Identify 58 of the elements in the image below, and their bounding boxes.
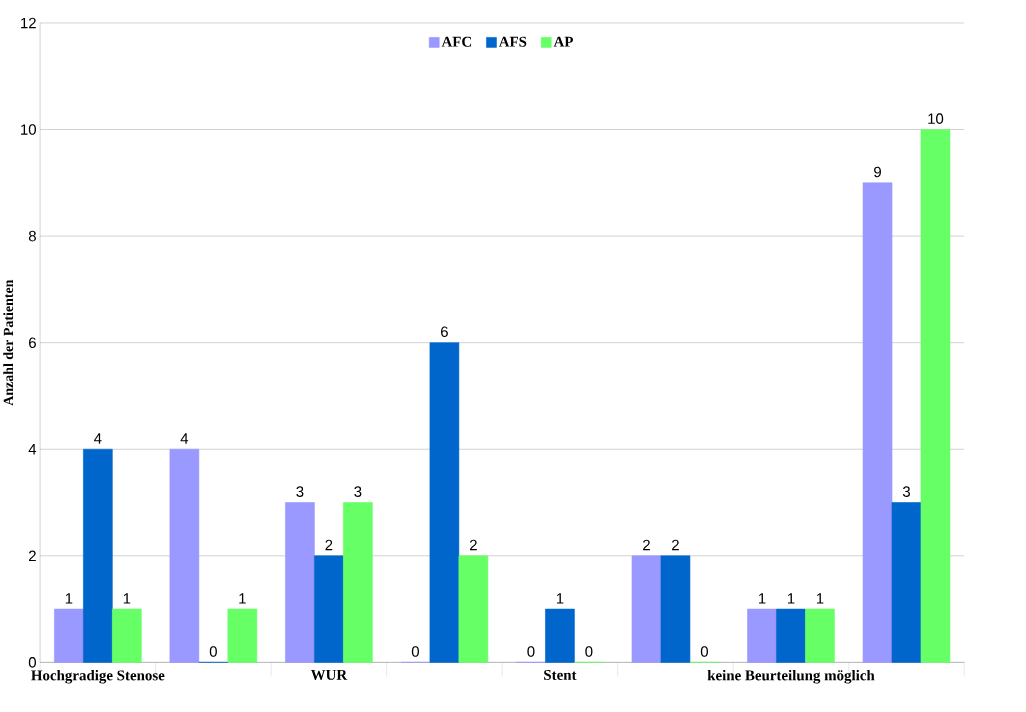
y-tick-label: 6 bbox=[29, 337, 36, 348]
legend-label: AFC bbox=[441, 36, 472, 47]
data-label: 4 bbox=[180, 433, 189, 444]
data-label: 0 bbox=[700, 646, 708, 657]
data-label: 1 bbox=[758, 593, 766, 604]
legend-label: AFS bbox=[498, 36, 527, 47]
bar bbox=[776, 608, 806, 663]
y-axis-title: Anzahl der Patienten bbox=[3, 279, 14, 406]
data-label: 3 bbox=[902, 486, 910, 497]
data-label: 2 bbox=[469, 539, 477, 551]
y-tick-label: 10 bbox=[21, 124, 36, 135]
bar bbox=[285, 502, 315, 663]
y-tick-label: 12 bbox=[21, 17, 36, 28]
data-label: 2 bbox=[643, 539, 650, 551]
x-tick-label: Stent bbox=[544, 669, 577, 680]
bar bbox=[458, 555, 489, 663]
x-tick-label: WUR bbox=[310, 669, 348, 680]
x-tick-label: Hochgradige Stenose bbox=[31, 669, 165, 684]
data-label: 6 bbox=[441, 326, 448, 337]
bar bbox=[631, 555, 662, 663]
bar bbox=[227, 608, 258, 663]
bar bbox=[314, 555, 344, 663]
data-label: 1 bbox=[816, 593, 824, 604]
data-label: 0 bbox=[209, 646, 217, 657]
data-label: 0 bbox=[585, 646, 593, 657]
data-label: 1 bbox=[787, 593, 795, 604]
data-label: 4 bbox=[94, 433, 102, 444]
bar bbox=[112, 608, 142, 663]
bar bbox=[343, 502, 373, 663]
data-label: 0 bbox=[527, 646, 535, 657]
bar bbox=[920, 129, 951, 663]
bar bbox=[805, 608, 835, 663]
y-tick-label: 2 bbox=[29, 550, 36, 561]
bar bbox=[545, 608, 575, 663]
bar bbox=[747, 608, 777, 663]
bar bbox=[660, 555, 691, 663]
data-label: 10 bbox=[928, 113, 944, 124]
bar bbox=[169, 448, 200, 663]
legend-label: AP bbox=[553, 36, 573, 47]
data-label: 1 bbox=[239, 593, 246, 604]
data-label: 1 bbox=[65, 593, 73, 604]
data-label: 2 bbox=[325, 539, 333, 551]
data-label: 1 bbox=[556, 593, 564, 604]
data-label: 0 bbox=[411, 646, 419, 657]
bar bbox=[83, 448, 113, 663]
data-label: 3 bbox=[296, 486, 304, 497]
data-label: 1 bbox=[123, 593, 131, 604]
data-label: 3 bbox=[354, 486, 362, 497]
bar bbox=[891, 502, 922, 663]
y-tick-label: 0 bbox=[28, 656, 36, 668]
x-tick-label: keine Beurteilung möglich bbox=[707, 669, 875, 684]
bar bbox=[862, 182, 893, 663]
y-tick-label: 4 bbox=[28, 443, 37, 455]
bar bbox=[429, 342, 460, 663]
data-label: 9 bbox=[874, 166, 881, 178]
data-label: 2 bbox=[672, 539, 679, 551]
y-tick-label: 8 bbox=[28, 230, 36, 242]
bar bbox=[54, 608, 84, 663]
